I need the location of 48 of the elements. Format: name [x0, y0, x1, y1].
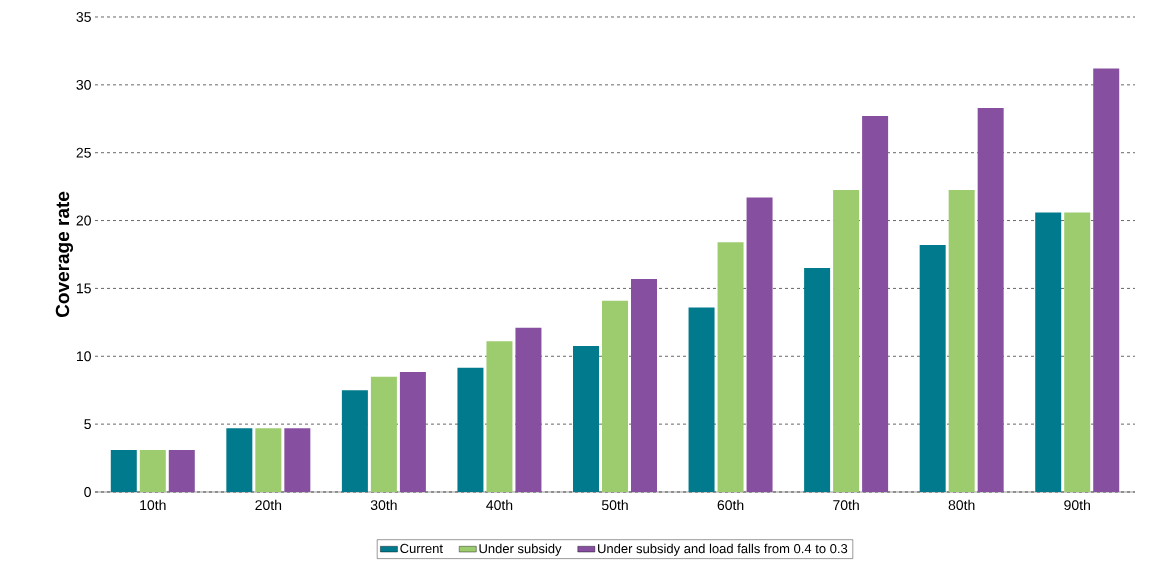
bar [515, 327, 542, 492]
bar [717, 242, 744, 492]
bar [602, 300, 628, 492]
y-tick-label: 5 [84, 419, 91, 430]
bar [919, 244, 946, 492]
bar [688, 307, 715, 492]
x-tick-label: 30th [370, 499, 397, 511]
bar [370, 376, 397, 492]
x-tick-label: 20th [255, 499, 282, 511]
bar [255, 428, 282, 492]
bar [1064, 212, 1091, 492]
bar [977, 107, 1004, 492]
bar [110, 449, 137, 492]
bar [746, 197, 773, 492]
legend-label: Under subsidy [479, 543, 562, 556]
bar [399, 371, 426, 492]
bar [862, 116, 889, 492]
bar [284, 428, 311, 492]
y-tick-label: 25 [76, 147, 91, 158]
x-tick-label: 80th [948, 499, 975, 511]
x-tick-label: 40th [486, 499, 513, 511]
bar [457, 367, 484, 492]
y-tick-label: 20 [76, 215, 91, 226]
bar [168, 449, 195, 492]
legend-label: Current [400, 543, 443, 554]
bar [139, 449, 166, 492]
bar [833, 190, 860, 492]
bar [226, 428, 253, 492]
bar [486, 341, 513, 492]
bar [1035, 212, 1062, 492]
x-tick-label: 60th [717, 499, 744, 511]
y-tick-label: 10 [76, 351, 91, 362]
y-tick-label: 15 [76, 283, 91, 294]
bar [573, 346, 599, 492]
bar [948, 190, 975, 492]
bar [341, 390, 368, 492]
x-tick-label: 10th [140, 499, 166, 511]
y-tick-label: 0 [84, 487, 91, 497]
x-tick-label: 70th [833, 499, 859, 511]
bar [804, 268, 831, 492]
x-tick-label: 50th [601, 499, 628, 511]
y-tick-label: 30 [76, 79, 91, 90]
bar [631, 278, 657, 492]
bar [1093, 68, 1120, 492]
x-tick-label: 90th [1064, 499, 1090, 511]
legend-label: Under subsidy and load falls from 0.4 to 0.3 [598, 543, 848, 556]
y-tick-label: 35 [76, 12, 91, 22]
y-axis-title: Coverage rate [55, 191, 74, 318]
